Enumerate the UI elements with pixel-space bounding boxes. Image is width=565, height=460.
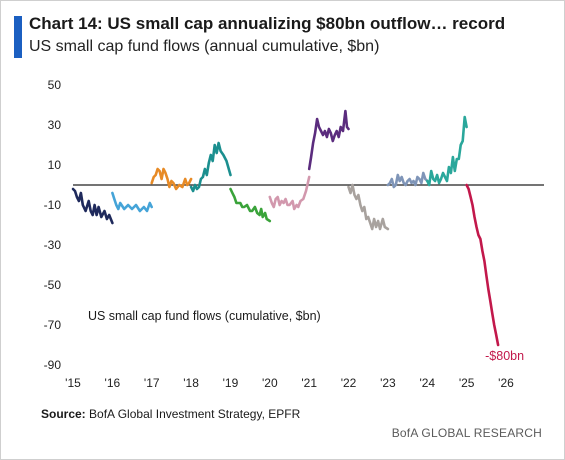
y-tick-label: 50 — [48, 78, 62, 92]
series-line-3 — [152, 169, 191, 189]
x-tick-label: '15 — [65, 376, 81, 390]
y-tick-label: -70 — [44, 318, 62, 332]
y-tick-label: -90 — [44, 358, 62, 372]
x-tick-label: '26 — [498, 376, 514, 390]
y-tick-label: 30 — [48, 118, 62, 132]
x-tick-label: '21 — [301, 376, 317, 390]
series-line-7 — [309, 111, 348, 169]
x-tick-label: '20 — [262, 376, 278, 390]
brand-label: BofA GLOBAL RESEARCH — [392, 426, 542, 440]
x-tick-label: '23 — [380, 376, 396, 390]
y-axis: 50 30 10 -10 -30 -50 -70 -90 — [44, 78, 62, 372]
x-tick-label: '17 — [144, 376, 160, 390]
y-tick-label: -30 — [44, 238, 62, 252]
x-tick-label: '18 — [183, 376, 199, 390]
series-line-10 — [427, 117, 466, 185]
x-tick-label: '16 — [105, 376, 121, 390]
annotation-layer: US small cap fund flows (cumulative, $bn… — [88, 309, 524, 363]
series-line-4 — [191, 143, 230, 191]
x-tick-label: '25 — [459, 376, 475, 390]
series-line-11 — [467, 185, 499, 345]
series-line-1 — [73, 189, 112, 223]
series-line-5 — [231, 189, 270, 221]
x-tick-label: '19 — [223, 376, 239, 390]
x-axis: '15 '16 '17 '18 '19 '20 '21 '22 '23 '24 '25 '26 — [65, 376, 514, 390]
source-text: BofA Global Investment Strategy, EPFR — [89, 407, 300, 421]
y-tick-label: -10 — [44, 198, 62, 212]
series-line-6 — [270, 177, 309, 209]
source-label: Source: — [41, 407, 86, 421]
x-tick-label: '22 — [341, 376, 357, 390]
series-line-8 — [349, 185, 388, 229]
series-line-2 — [112, 193, 151, 211]
chart-annotation-label: US small cap fund flows (cumulative, $bn… — [88, 309, 321, 323]
x-tick-label: '24 — [419, 376, 435, 390]
y-tick-label: 10 — [48, 158, 62, 172]
y-tick-label: -50 — [44, 278, 62, 292]
endpoint-annotation-label: -$80bn — [485, 349, 524, 363]
source-note: Source: BofA Global Investment Strategy,… — [41, 407, 300, 421]
